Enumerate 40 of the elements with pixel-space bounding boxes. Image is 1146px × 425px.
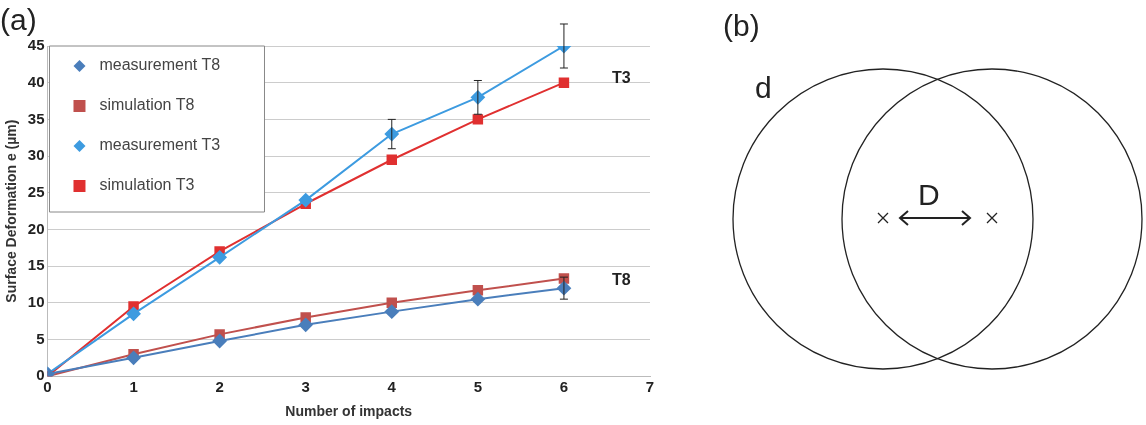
y-axis-title: Surface Deformation e (µm) — [3, 119, 20, 303]
point — [386, 154, 398, 165]
point — [558, 77, 570, 88]
y-tick-label: 45 — [27, 36, 45, 54]
text: D — [918, 178, 940, 211]
legend-label: measurement T8 — [99, 56, 221, 74]
point — [212, 333, 227, 348]
point — [298, 193, 313, 208]
point — [126, 306, 141, 321]
annotation: T8 — [612, 270, 631, 288]
y-tick-label: 0 — [36, 366, 45, 384]
point — [384, 304, 399, 319]
y-tick-label: 20 — [27, 219, 45, 237]
point — [472, 114, 484, 125]
x-tick-label: 6 — [559, 378, 569, 396]
chart-title: (a) — [0, 3, 37, 37]
x-tick-label: 5 — [473, 378, 483, 396]
y-tick-label: 10 — [27, 292, 45, 310]
x-tick-label: 3 — [301, 378, 310, 396]
point — [212, 250, 227, 265]
point — [470, 292, 485, 307]
x-axis-title: Number of impacts — [285, 403, 413, 420]
legend-label: simulation T8 — [99, 96, 195, 114]
y-tick-label: 15 — [27, 256, 45, 274]
x-tick-label: 1 — [129, 378, 138, 396]
y-tick-label: 35 — [27, 109, 45, 127]
x-tick-label: 4 — [387, 378, 397, 396]
text: d — [755, 71, 772, 104]
y-tick-label: 30 — [27, 146, 45, 164]
point — [126, 350, 141, 365]
y-tick-label: 25 — [27, 182, 45, 200]
x-tick-label: 7 — [645, 378, 655, 396]
legend-label: simulation T3 — [99, 176, 195, 194]
point — [298, 317, 313, 332]
text: (b) — [723, 9, 760, 42]
annotation: T3 — [612, 69, 631, 87]
y-tick-label: 5 — [36, 329, 45, 347]
x-tick-label: 2 — [215, 378, 224, 396]
y-tick-label: 40 — [27, 72, 45, 90]
legend-label: measurement T3 — [99, 136, 221, 154]
